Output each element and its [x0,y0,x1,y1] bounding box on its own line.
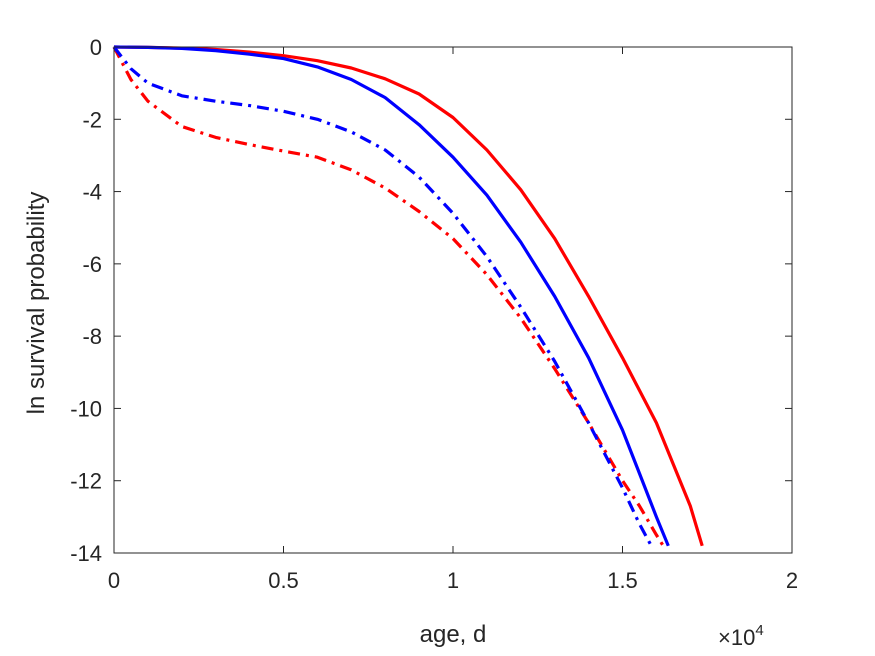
x-axis-exponent: ×104 [718,622,764,650]
tick-layer: 0 0.5 1 1.5 2 0 -2 -4 -6 -8 -10 -12 -14 [70,35,798,593]
y-tick-label: -6 [82,252,102,277]
series-line-2 [113,45,670,547]
x-tick-label: 0 [108,568,120,593]
x-axis-label: age, d [420,621,487,648]
x-axis-exponent-base: ×10 [718,625,755,650]
series-line-4 [112,46,653,547]
x-tick-label: 1.5 [607,568,638,593]
y-axis-label: ln survival probability [23,192,50,415]
y-tick-label: -10 [70,396,102,421]
y-tick-label: -8 [82,324,102,349]
x-tick-label: 0.5 [268,568,299,593]
series-line-3 [112,46,665,547]
y-tick-label: 0 [90,35,102,60]
y-tick-label: -12 [70,469,102,494]
x-tick-label: 2 [786,568,798,593]
y-tick-label: -2 [82,107,102,132]
series-layer [112,45,704,547]
y-tick-label: -4 [82,180,102,205]
plot-area [114,47,792,553]
x-axis-exponent-power: 4 [755,622,763,639]
x-tick-label: 1 [447,568,459,593]
y-tick-label: -14 [70,541,102,566]
